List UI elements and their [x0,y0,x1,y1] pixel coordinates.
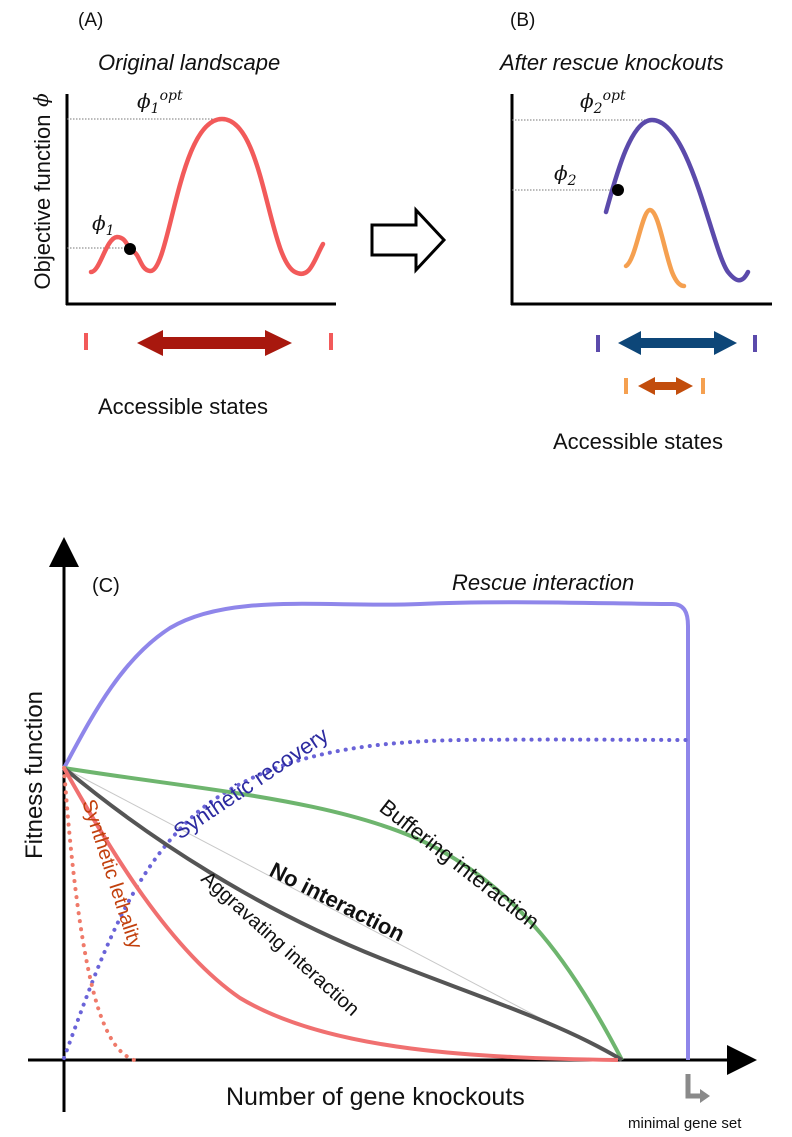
panel-b-phi-point: ϕ2 [554,161,577,189]
label-synthetic-recovery: Synthetic recovery [169,722,333,844]
panel-a-xlabel: Accessible states [98,394,268,419]
panel-c-tag: (C) [92,575,120,597]
panel-c-ylabel: Fitness function [21,691,48,859]
panel-a-phi-point-sub: 1 [106,223,115,239]
label-synthetic-lethality: Synthetic lethality [77,797,146,952]
curve-rescue-interaction [62,600,690,1060]
curve-no-interaction [62,766,624,1062]
panel-a-current-state-dot [124,243,136,255]
panel-a: (A) Original landscape Objective functio… [29,10,336,419]
panel-a-phi-point-base: ϕ [92,211,106,235]
panel-b-tag: (B) [510,10,535,31]
panel-a-phi-opt-sup: opt [160,88,183,104]
transition-arrow [370,206,447,274]
panel-b: (B) After rescue knockouts ϕ2opt ϕ2 Acce… [498,10,772,454]
minimal-gene-set-marker [685,1074,704,1099]
minimal-gene-set-arrowhead [700,1089,710,1103]
panel-a-landscape-curve [88,116,326,276]
panel-a-ylabel: Objective function [30,115,55,290]
panel-b-phi-point-sub: 2 [567,173,577,189]
panel-a-phi-opt: ϕ1opt [137,88,183,117]
panel-c: (C) Fitness function Number of gene knoc… [21,537,757,1132]
panel-a-phi-opt-base: ϕ [137,89,151,113]
panel-c-xlabel: Number of gene knockouts [226,1083,525,1111]
panel-b-orange-range-arrow [638,377,693,395]
panel-a-title: Original landscape [98,50,280,75]
label-rescue-interaction: Rescue interaction [452,570,634,595]
curve-buffering-interaction [63,766,624,1061]
curve-synthetic-lethality [62,766,136,1062]
panel-b-phi-opt-base: ϕ [580,89,594,113]
panel-b-purple-curve [603,117,751,283]
panel-a-range-arrow [137,330,292,356]
curve-aggravating-interaction [62,767,619,1062]
label-no-interaction: No interaction [266,857,409,946]
panel-b-phi-opt-sup: opt [603,88,626,104]
panel-c-ylabel-group: Fitness function [21,691,48,859]
panel-b-xlabel: Accessible states [553,429,723,454]
panel-b-phi-opt-sub: 2 [593,101,603,117]
panel-b-phi-point-base: ϕ [554,161,568,185]
label-buffering-interaction: Buffering interaction [375,794,544,934]
panel-a-phi-symbol: ϕ [29,93,53,107]
panel-c-reference-line [63,767,621,1061]
panel-b-orange-curve [623,207,687,289]
panel-a-phi-point: ϕ1 [92,211,115,239]
panel-a-tag: (A) [78,10,103,31]
panel-b-phi-opt: ϕ2opt [580,88,626,117]
panel-b-blue-range-arrow [618,331,737,355]
panel-b-current-state-dot [612,184,624,196]
panel-a-ylabel-group: Objective function [30,115,55,290]
panel-b-title: After rescue knockouts [498,50,724,75]
minimal-gene-set-label: minimal gene set [628,1115,742,1132]
panel-a-phi-opt-sub: 1 [151,101,160,117]
